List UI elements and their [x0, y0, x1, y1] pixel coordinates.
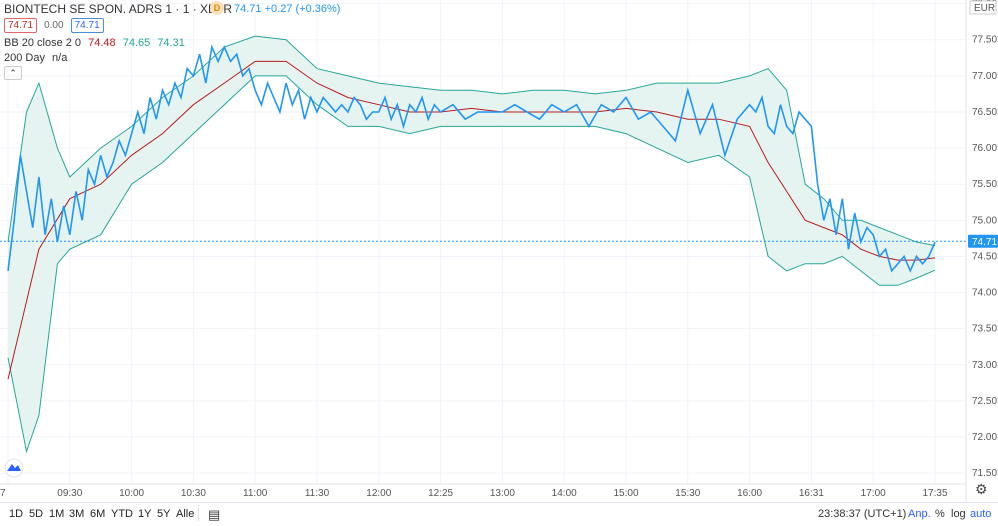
- toolbar-divider: [198, 505, 199, 521]
- time-tick-label: 17:35: [922, 488, 947, 499]
- ma-legend[interactable]: 200 Day n/a: [4, 52, 67, 64]
- time-tick-label: 16:31: [799, 488, 824, 499]
- bollinger-lower-line: [7, 75, 936, 454]
- time-tick-label: 10:30: [181, 488, 206, 499]
- price-tick-label: 74.00: [972, 288, 997, 299]
- range-6m[interactable]: 6M: [90, 508, 106, 520]
- tradingview-logo-icon[interactable]: [4, 458, 24, 478]
- log-button[interactable]: log: [951, 508, 966, 520]
- range-3m[interactable]: 3M: [69, 508, 85, 520]
- time-tick-label: 12:00: [366, 488, 391, 499]
- time-axis: 7 09:30 10:00 10:30 11:00 11:30 12:00 12:25 13:0…: [0, 488, 948, 499]
- date-range-icon[interactable]: ▤: [208, 507, 221, 522]
- ma-legend-value: n/a: [52, 52, 68, 64]
- adjust-button[interactable]: Anp.: [908, 508, 931, 520]
- time-tick-label: 15:30: [675, 488, 700, 499]
- price-tick-label: 76.00: [972, 143, 997, 154]
- time-tick-label: 17:00: [861, 488, 886, 499]
- delayed-badge[interactable]: D: [210, 1, 224, 15]
- settings-gear-icon[interactable]: ⚙: [975, 481, 988, 497]
- price-tick-label: 71.50: [972, 468, 997, 479]
- range-all[interactable]: Alle: [176, 508, 195, 520]
- ask-button[interactable]: 74.71: [70, 18, 104, 33]
- chart-canvas[interactable]: 78.0077.5077.0076.5076.0075.5075.0074.50…: [0, 0, 998, 502]
- price-tick-label: 77.00: [972, 71, 997, 82]
- currency-label: EUR: [974, 3, 995, 14]
- bollinger-basis-line: [7, 60, 936, 380]
- last-price-tag: [968, 234, 998, 248]
- collapse-legend-wrap: ⌃: [4, 66, 22, 80]
- bb-basis-value: 74.48: [88, 37, 116, 49]
- bb-lower-value: 74.31: [157, 37, 185, 49]
- clock: 23:38:37 (UTC+1): [818, 508, 907, 520]
- bid-ask-row: 74.71 0.00 74.71: [4, 18, 104, 33]
- price-tick-label: 75.00: [972, 215, 997, 226]
- symbol-title: BIONTECH SE SPON. ADRS 1 · 1 · XETR: [4, 2, 233, 16]
- price-tick-label: 76.50: [972, 107, 997, 118]
- header-badge-wrap: D: [210, 1, 224, 15]
- time-tick-label: 11:30: [305, 488, 330, 499]
- bollinger-upper-line: [7, 35, 936, 247]
- bottom-toolbar: 1D 5D 1M 3M 6M YTD 1Y 5Y Alle ▤ 23:38:37…: [0, 502, 998, 526]
- time-tick-label: 10:00: [119, 488, 144, 499]
- bb-legend-label: BB 20 close 2 0: [4, 37, 82, 49]
- price-tick-label: 77.50: [972, 35, 997, 46]
- time-tick-label: 16:00: [737, 488, 762, 499]
- auto-button[interactable]: auto: [970, 508, 992, 520]
- bb-legend[interactable]: BB 20 close 2 0 74.48 74.65 74.31: [4, 37, 185, 49]
- last-price-tag-label: 74.71: [972, 237, 997, 248]
- range-5d[interactable]: 5D: [29, 508, 44, 520]
- time-tick-label: 14:00: [552, 488, 577, 499]
- range-ytd[interactable]: YTD: [111, 508, 133, 520]
- currency-box[interactable]: [969, 0, 997, 15]
- time-tick-label: 11:00: [243, 488, 268, 499]
- bollinger-band-fill: [8, 36, 935, 452]
- price-tick-label: 74.50: [972, 251, 997, 262]
- collapse-legend-icon[interactable]: ⌃: [4, 66, 22, 80]
- time-tick-label: 12:25: [428, 488, 453, 499]
- price-tick-label: 72.00: [972, 432, 997, 443]
- time-tick-label: 15:00: [613, 488, 638, 499]
- price-tick-label: 72.50: [972, 396, 997, 407]
- symbol-header: BIONTECH SE SPON. ADRS 1 · 1 · XETR: [4, 2, 232, 16]
- bb-upper-value: 74.65: [122, 37, 151, 49]
- price-tick-label: 75.50: [972, 179, 997, 190]
- price-line: [7, 44, 936, 273]
- price-tick-label: 73.50: [972, 324, 997, 335]
- range-1y[interactable]: 1Y: [138, 508, 152, 520]
- price-tick-label: 73.00: [972, 360, 997, 371]
- last-quote: 74.71 +0.27 (+0.36%): [234, 3, 340, 15]
- range-1d[interactable]: 1D: [9, 508, 24, 520]
- time-tick-label: 13:00: [490, 488, 515, 499]
- last-price: 74.71: [234, 3, 262, 15]
- ma-legend-label: 200 Day: [4, 52, 45, 64]
- spread-value: 0.00: [44, 20, 64, 31]
- range-1m[interactable]: 1M: [49, 508, 65, 520]
- time-tick-label: 7: [0, 488, 6, 499]
- range-5y[interactable]: 5Y: [157, 508, 171, 520]
- percent-button[interactable]: %: [935, 508, 945, 520]
- change-value: +0.27 (+0.36%): [264, 3, 341, 15]
- chart-grid: [0, 0, 966, 484]
- time-tick-label: 09:30: [57, 488, 82, 499]
- bid-button[interactable]: 74.71: [4, 18, 38, 33]
